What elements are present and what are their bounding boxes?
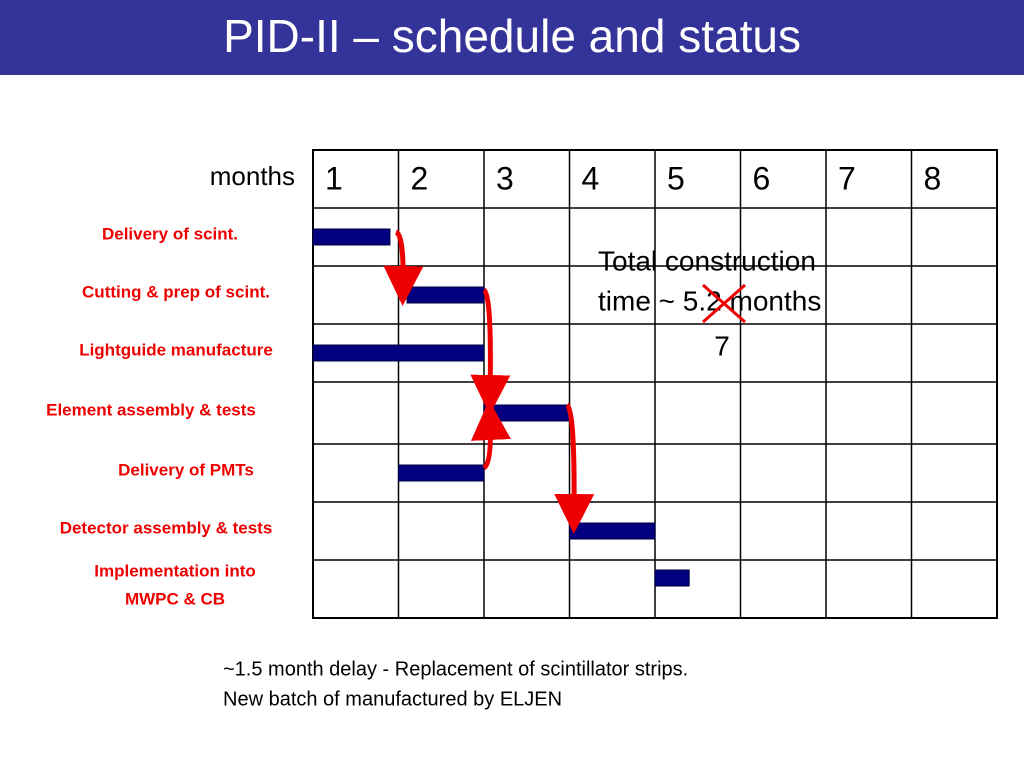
- bars: [312, 228, 690, 587]
- task-label: Element assembly & tests: [46, 400, 256, 419]
- note-correction: 7: [714, 330, 730, 361]
- strike: [702, 283, 746, 324]
- title-banner: [0, 0, 1024, 75]
- footer-line: ~1.5 month delay - Replacement of scinti…: [223, 658, 688, 680]
- task-label: Lightguide manufacture: [79, 340, 273, 359]
- month-header: 4: [582, 160, 600, 196]
- month-header: 1: [325, 160, 343, 196]
- arrow: [470, 400, 511, 470]
- month-header: 3: [496, 160, 514, 196]
- task-bar: [654, 569, 690, 587]
- task-label: Delivery of scint.: [102, 224, 238, 243]
- arrows: [383, 229, 595, 534]
- month-header: 6: [753, 160, 771, 196]
- arrow: [383, 229, 424, 306]
- arrow: [554, 402, 595, 534]
- task-bar: [483, 404, 570, 422]
- month-header: 8: [924, 160, 942, 196]
- month-header: 2: [411, 160, 429, 196]
- title: PID-II – schedule and status: [223, 10, 801, 62]
- note-line: Total construction: [598, 245, 816, 276]
- task-label: Delivery of PMTs: [118, 460, 254, 479]
- months-label: months: [210, 161, 295, 191]
- task-bar: [398, 464, 485, 482]
- task-label: Detector assembly & tests: [60, 518, 273, 537]
- task-label: Cutting & prep of scint.: [82, 282, 270, 301]
- task-label: Implementation into: [94, 561, 256, 580]
- month-header: 7: [838, 160, 856, 196]
- strike-line: [702, 283, 746, 324]
- task-bar: [569, 522, 656, 540]
- month-header: 5: [667, 160, 685, 196]
- task-bar: [312, 344, 485, 362]
- footer-line: New batch of manufactured by ELJEN: [223, 688, 562, 710]
- task-label: MWPC & CB: [125, 589, 225, 608]
- task-bar: [406, 286, 485, 304]
- arrow: [470, 287, 511, 415]
- task-bar: [312, 228, 391, 246]
- grid: 1 2 3 4 5 6 7 8: [312, 149, 998, 619]
